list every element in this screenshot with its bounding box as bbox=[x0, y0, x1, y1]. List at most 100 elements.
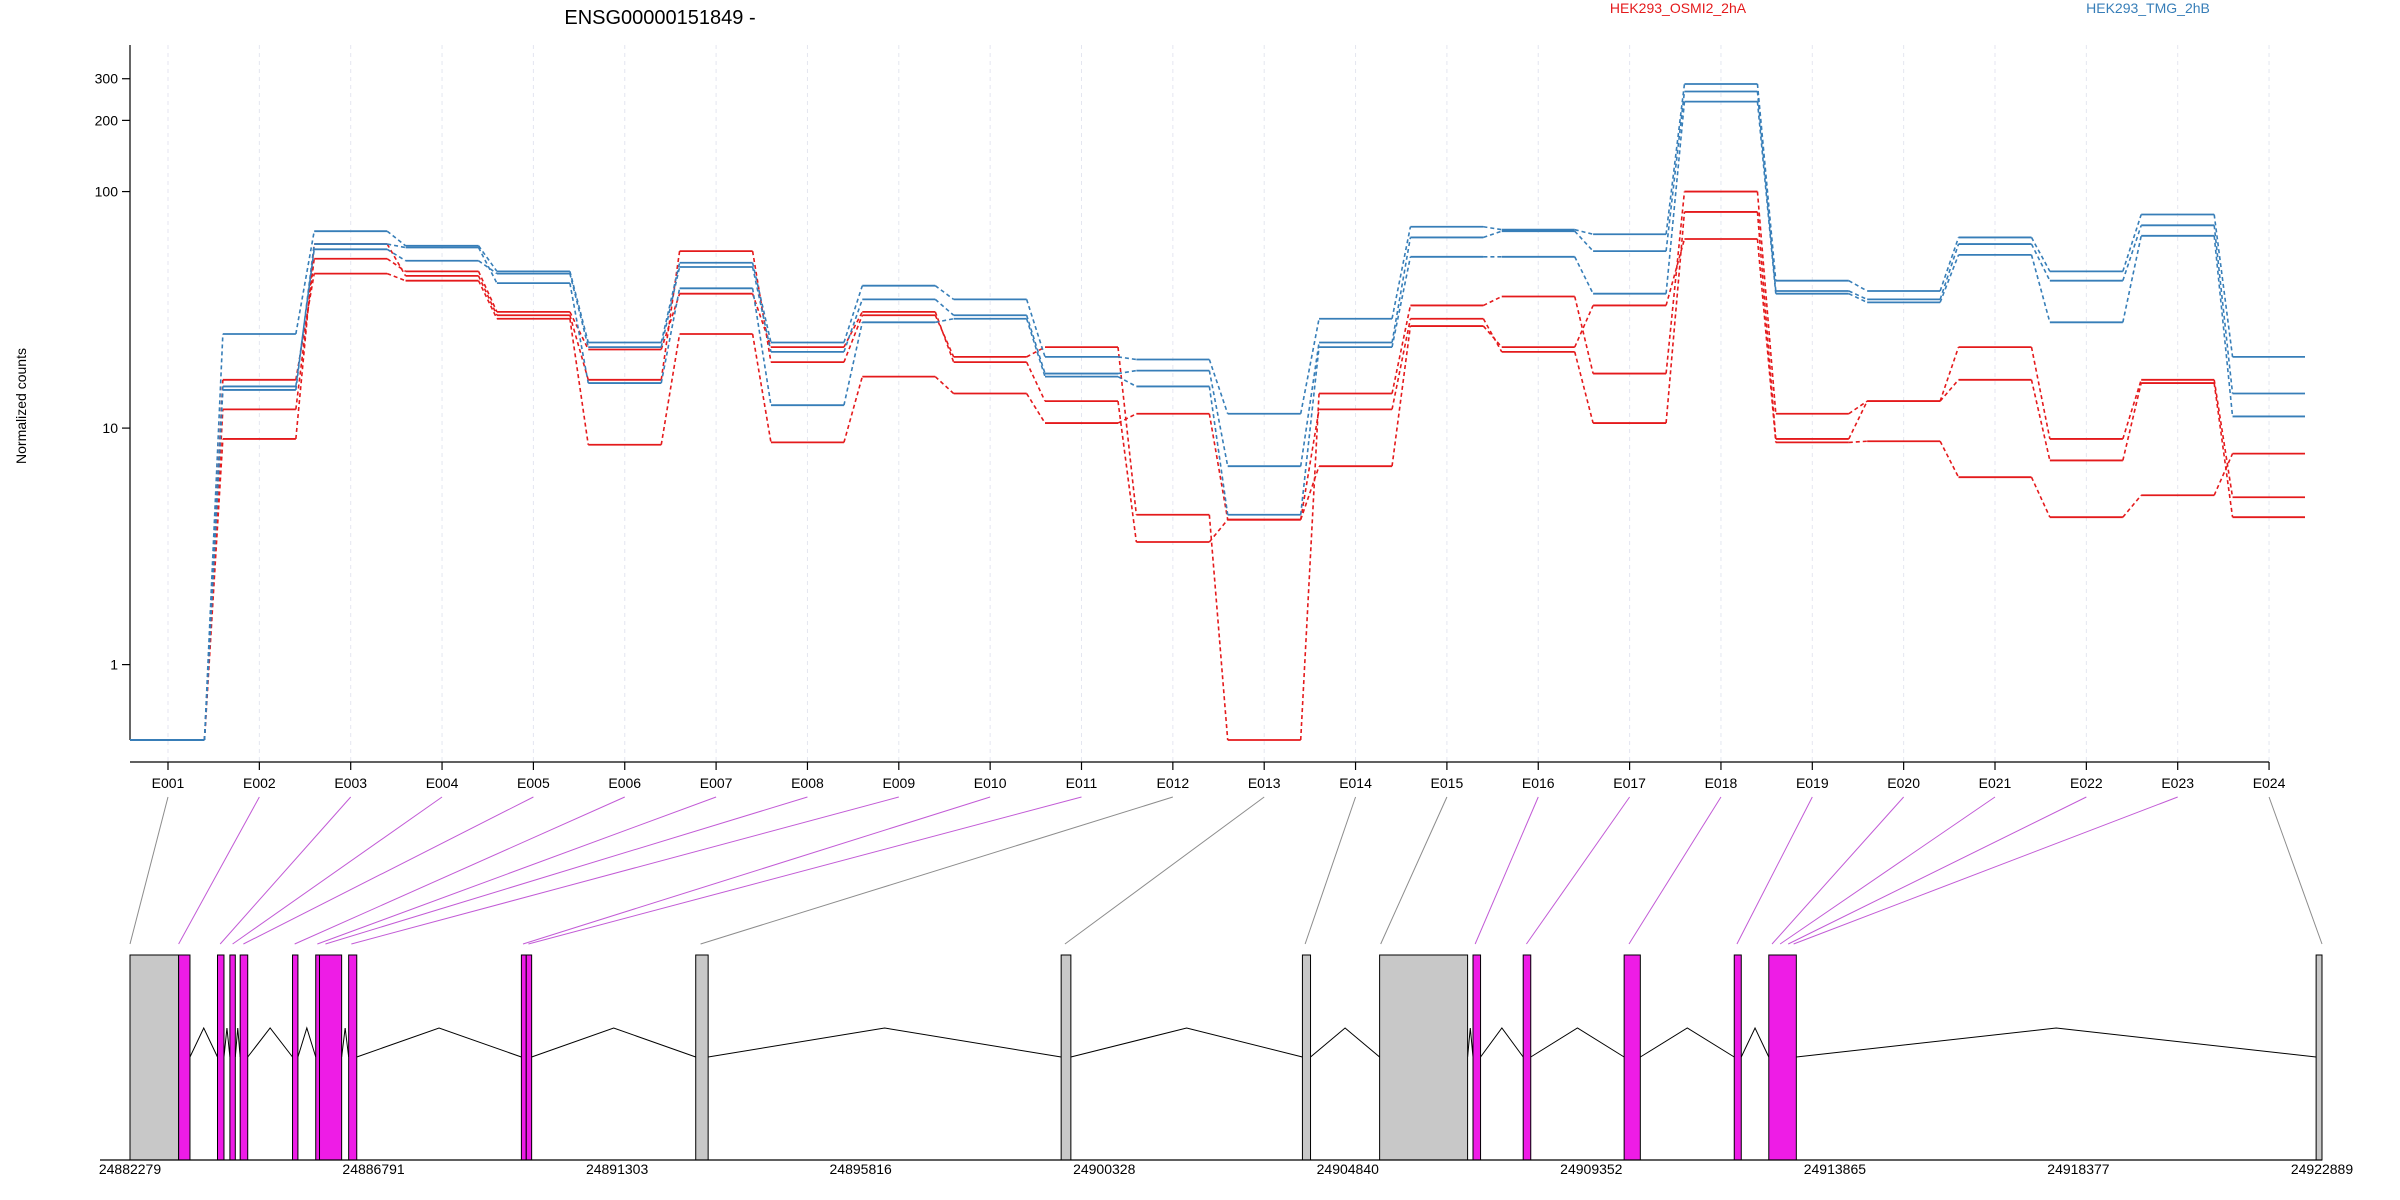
series-transition bbox=[1848, 400, 1868, 415]
series-transition bbox=[1665, 191, 1686, 374]
exon-block bbox=[695, 954, 709, 1161]
connector-line bbox=[351, 796, 899, 945]
exon-block bbox=[1472, 954, 1482, 1161]
series-transition bbox=[1756, 238, 1777, 443]
series-transition bbox=[1208, 359, 1229, 414]
x-tick-label: E011 bbox=[1066, 775, 1098, 791]
series-transition bbox=[2213, 379, 2234, 498]
series-transition bbox=[660, 333, 681, 445]
series-transition bbox=[203, 409, 224, 741]
series-transition bbox=[386, 230, 407, 247]
series-lines bbox=[130, 83, 2305, 741]
series-transition bbox=[660, 288, 681, 384]
series-transition bbox=[1117, 413, 1137, 424]
x-tick-label: E008 bbox=[791, 775, 824, 791]
series-transition bbox=[1208, 514, 1229, 741]
series-transition bbox=[2122, 225, 2142, 281]
series-transition bbox=[2122, 494, 2142, 518]
series-transition bbox=[751, 333, 772, 443]
genomic-tick-label: 24909352 bbox=[1560, 1161, 1623, 1177]
series-transition bbox=[2122, 382, 2142, 461]
series-transition bbox=[2122, 214, 2142, 272]
series-transition bbox=[478, 260, 498, 275]
series-transition bbox=[1025, 315, 1046, 374]
series-transition bbox=[1117, 356, 1137, 361]
series-transition bbox=[386, 258, 407, 272]
genomic-tick-label: 24904840 bbox=[1317, 1161, 1380, 1177]
series-transition bbox=[387, 243, 406, 249]
x-tick-label: E018 bbox=[1705, 775, 1738, 791]
series-transition bbox=[1848, 400, 1868, 440]
series-transition bbox=[2030, 254, 2051, 323]
exon-block bbox=[1060, 954, 1072, 1161]
intron-line bbox=[223, 1027, 231, 1058]
series-transition bbox=[934, 298, 955, 316]
y-axis: 1 10 100 200 300 bbox=[95, 45, 131, 740]
series-transition bbox=[934, 285, 955, 301]
x-tick-label: E015 bbox=[1431, 775, 1464, 791]
series-transition bbox=[1025, 393, 1046, 424]
series-transition bbox=[477, 275, 498, 316]
connector-line bbox=[528, 796, 1082, 945]
connector-line bbox=[1736, 796, 1813, 945]
exon-block bbox=[520, 954, 527, 1161]
series-transition bbox=[569, 283, 590, 384]
x-tick-label: E006 bbox=[608, 775, 641, 791]
series-transition bbox=[477, 245, 498, 272]
connector-line bbox=[232, 796, 443, 945]
series-transition bbox=[1299, 318, 1320, 414]
connector-line bbox=[1474, 796, 1539, 945]
exon-block bbox=[1623, 954, 1641, 1161]
connector-line bbox=[2268, 796, 2323, 945]
series-transition bbox=[295, 231, 315, 335]
intron-line bbox=[189, 1026, 218, 1058]
series-transition bbox=[1208, 413, 1229, 520]
series-transition bbox=[203, 333, 224, 741]
connector-line bbox=[325, 796, 808, 945]
connector-line bbox=[219, 796, 352, 945]
genomic-tick-label: 24900328 bbox=[1073, 1161, 1136, 1177]
series-transition bbox=[2213, 382, 2234, 518]
series-transition bbox=[1939, 237, 1960, 292]
x-tick-label: E013 bbox=[1248, 775, 1281, 791]
series-transition bbox=[1483, 230, 1503, 239]
genomic-tick-label: 24886791 bbox=[342, 1161, 405, 1177]
intron-line bbox=[1310, 1027, 1380, 1058]
series-transition bbox=[1848, 279, 1868, 292]
series-transition bbox=[1756, 83, 1777, 281]
genomic-tick-label: 24922889 bbox=[2291, 1161, 2354, 1177]
x-tick-label: E009 bbox=[882, 775, 915, 791]
exon-block bbox=[319, 954, 343, 1161]
series-transition bbox=[1573, 296, 1594, 374]
intron-line bbox=[531, 1027, 696, 1058]
connector-line bbox=[522, 796, 991, 945]
y-tick-label: 300 bbox=[95, 71, 119, 87]
genomic-tick-label: 24882279 bbox=[99, 1161, 162, 1177]
series-transition bbox=[1391, 226, 1412, 319]
series-transition bbox=[477, 271, 498, 313]
exon-block bbox=[2315, 954, 2323, 1161]
exon-block bbox=[1301, 954, 1312, 1161]
series-transition bbox=[2122, 379, 2142, 440]
exon-block bbox=[292, 954, 299, 1161]
series-transition bbox=[1939, 243, 1960, 300]
series-transition bbox=[2030, 237, 2051, 272]
x-tick-label: E023 bbox=[2161, 775, 2194, 791]
series-transition bbox=[1665, 238, 1686, 306]
series-transition bbox=[1117, 375, 1137, 388]
series-transition bbox=[934, 376, 955, 395]
intron-line bbox=[1796, 1027, 2317, 1058]
series-transition bbox=[2213, 453, 2234, 496]
series-transition bbox=[751, 266, 772, 353]
connector-line bbox=[1771, 796, 1905, 945]
connector-line bbox=[1304, 796, 1357, 945]
x-tick-label: E014 bbox=[1339, 775, 1372, 791]
series-transition bbox=[2030, 346, 2051, 440]
series-transition bbox=[1574, 228, 1594, 236]
series-transition bbox=[1391, 325, 1412, 467]
intron-line bbox=[1070, 1027, 1303, 1058]
connector-line bbox=[1628, 796, 1722, 945]
genomic-tick-label: 24895816 bbox=[830, 1161, 893, 1177]
series-transition bbox=[1939, 379, 1960, 402]
connector-line bbox=[243, 796, 534, 945]
